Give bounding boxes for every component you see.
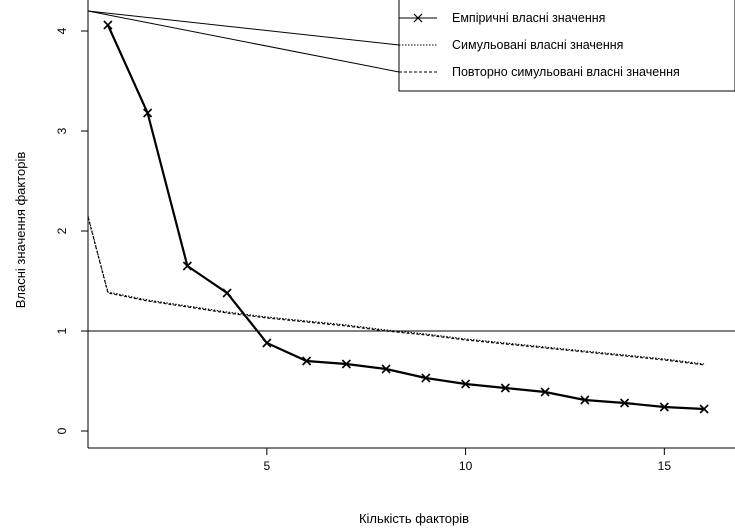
marker-stroke <box>381 364 391 374</box>
marker-stroke <box>222 288 232 298</box>
data-point-marker <box>143 108 153 118</box>
marker-stroke <box>659 402 669 412</box>
data-point-marker <box>421 373 431 383</box>
marker-stroke <box>302 356 312 366</box>
data-point-marker <box>540 387 550 397</box>
y-tick-label: 1 <box>55 327 69 334</box>
data-point-marker <box>580 395 590 405</box>
data-point-marker <box>461 379 471 389</box>
x-tick-label: 15 <box>658 459 672 473</box>
legend: Емпіричні власні значення Симульовані вла… <box>398 0 735 92</box>
marker-stroke <box>421 373 431 383</box>
legend-marker <box>413 13 423 23</box>
legend-label: Симульовані власні значення <box>452 38 623 52</box>
y-tick-label: 4 <box>55 27 69 34</box>
x-tick-label: 10 <box>459 459 473 473</box>
marker-stroke <box>182 261 192 271</box>
data-point-marker <box>222 288 232 298</box>
axes: 5 10 15 0 1 2 3 4 <box>55 0 735 473</box>
data-point-marker <box>182 261 192 271</box>
marker-stroke <box>143 108 153 118</box>
series-line <box>106 24 705 411</box>
y-tick-label: 3 <box>55 127 69 134</box>
x-axis-title: Кількість факторів <box>359 511 469 526</box>
marker-stroke <box>699 404 709 414</box>
data-point-marker <box>341 359 351 369</box>
marker-stroke <box>540 387 550 397</box>
marker-stroke <box>580 395 590 405</box>
marker-stroke <box>500 383 510 393</box>
legend-label: Повторно симульовані власні значення <box>452 65 680 79</box>
plot-area <box>87 10 735 414</box>
legend-connector <box>87 10 400 46</box>
y-axis-title: Власні значення факторів <box>13 152 28 309</box>
data-point-marker <box>262 338 272 348</box>
data-point-marker <box>699 404 709 414</box>
y-tick-label: 0 <box>55 427 69 434</box>
x-tick-label: 5 <box>264 459 271 473</box>
marker-stroke <box>620 398 630 408</box>
marker-stroke <box>341 359 351 369</box>
data-point-marker <box>620 398 630 408</box>
data-point-marker <box>500 383 510 393</box>
data-point-marker <box>103 20 113 30</box>
legend-connector <box>87 10 400 73</box>
legend-label: Емпіричні власні значення <box>452 11 605 25</box>
series-line <box>87 216 705 366</box>
marker-stroke <box>103 20 113 30</box>
data-point-marker <box>302 356 312 366</box>
data-point-marker <box>381 364 391 374</box>
data-point-marker <box>659 402 669 412</box>
marker-stroke <box>262 338 272 348</box>
marker-stroke <box>461 379 471 389</box>
y-tick-label: 2 <box>55 227 69 234</box>
legend-box <box>398 0 735 92</box>
